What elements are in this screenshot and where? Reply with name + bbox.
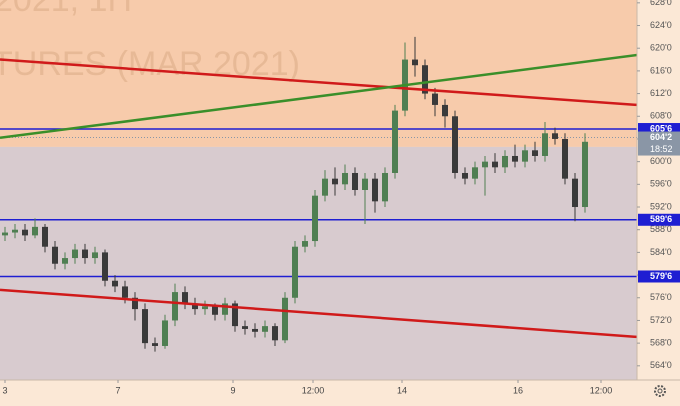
- candle-body: [72, 249, 78, 259]
- x-tick-label: 9: [230, 385, 235, 395]
- y-tick-label: 564'0: [650, 360, 672, 370]
- candle-body: [282, 297, 288, 341]
- candle-body: [522, 150, 528, 162]
- y-tick-label: 592'0: [650, 201, 672, 211]
- x-tick-label: 3: [2, 385, 7, 395]
- candle-body: [462, 172, 468, 179]
- y-tick-label: 584'0: [650, 247, 672, 257]
- trend-line: [0, 288, 638, 339]
- countdown-label: 18:52: [650, 144, 673, 154]
- candle-body: [22, 229, 28, 236]
- candle-body: [62, 258, 68, 264]
- candle-body: [322, 178, 328, 196]
- level-label: 579'6: [650, 271, 672, 281]
- candle-body: [192, 303, 198, 310]
- trend-line: [0, 58, 638, 107]
- candle-body: [212, 306, 218, 315]
- candle-body: [302, 241, 308, 247]
- candle-body: [102, 252, 108, 281]
- level-label: 605'6: [650, 123, 672, 133]
- candle-body: [442, 104, 448, 117]
- candle-body: [142, 309, 148, 344]
- candle-body: [202, 306, 208, 310]
- price-zone: [0, 146, 637, 380]
- candle-body: [382, 172, 388, 202]
- level-label: 589'6: [650, 214, 672, 224]
- candle-body: [182, 292, 188, 304]
- candle-body: [502, 155, 508, 168]
- candle-body: [112, 280, 118, 287]
- last-price-bg: [638, 131, 680, 156]
- y-tick-label: 588'0: [650, 224, 672, 234]
- settings-icon[interactable]: [654, 385, 666, 397]
- candle-body: [362, 178, 368, 190]
- candle-body: [512, 155, 518, 162]
- y-tick-label: 572'0: [650, 315, 672, 325]
- candle-body: [42, 226, 48, 247]
- level-label-bg: [638, 123, 680, 136]
- y-tick-label: 628'0: [650, 0, 672, 7]
- candle-body: [332, 178, 338, 185]
- x-tick-label: 12:00: [590, 385, 613, 395]
- candle-body: [582, 141, 588, 208]
- level-label-bg: [638, 270, 680, 283]
- x-tick-label: 16: [513, 385, 523, 395]
- candle-body: [392, 110, 398, 173]
- y-tick-label: 600'0: [650, 156, 672, 166]
- x-tick-label: 14: [397, 385, 407, 395]
- candle-body: [432, 93, 438, 105]
- candle-body: [262, 326, 268, 332]
- candle-body: [452, 116, 458, 173]
- candle-body: [232, 303, 238, 327]
- candle-body: [122, 286, 128, 298]
- candle-body: [492, 161, 498, 168]
- x-tick-label: 12:00: [302, 385, 325, 395]
- watermark: 2021, 1H: [0, 0, 132, 19]
- candle-body: [172, 292, 178, 321]
- trend-line: [0, 53, 638, 140]
- y-tick-label: 624'0: [650, 20, 672, 30]
- last-price-label: 604'2: [650, 132, 672, 142]
- candle-body: [312, 195, 318, 242]
- y-tick-label: 616'0: [650, 65, 672, 75]
- candle-body: [2, 232, 8, 236]
- candle-body: [132, 297, 138, 310]
- candle-body: [32, 226, 38, 236]
- candle-body: [82, 249, 88, 259]
- x-tick-label: 7: [115, 385, 120, 395]
- candle-body: [242, 326, 248, 329]
- candle-body: [412, 59, 418, 66]
- y-tick-label: 596'0: [650, 179, 672, 189]
- candle-body: [292, 246, 298, 298]
- candle-body: [162, 320, 168, 346]
- candle-body: [532, 150, 538, 156]
- candle-body: [572, 178, 578, 208]
- candle-body: [12, 229, 18, 233]
- candle-body: [482, 161, 488, 168]
- y-tick-label: 612'0: [650, 88, 672, 98]
- candle-body: [472, 167, 478, 179]
- candle-body: [222, 303, 228, 315]
- candle-body: [562, 138, 568, 179]
- candle-body: [92, 252, 98, 259]
- candle-body: [422, 65, 428, 94]
- candle-body: [252, 328, 258, 332]
- candle-body: [372, 178, 378, 202]
- price-zone: [0, 0, 637, 147]
- y-tick-label: 576'0: [650, 292, 672, 302]
- candle-body: [342, 172, 348, 185]
- y-tick-label: 608'0: [650, 111, 672, 121]
- candle-body: [52, 246, 58, 264]
- candle-body: [552, 133, 558, 139]
- level-label-bg: [638, 213, 680, 226]
- candle-body: [152, 343, 158, 346]
- candle-body: [542, 133, 548, 156]
- candle-body: [352, 172, 358, 190]
- candle-body: [272, 326, 278, 341]
- y-tick-label: 568'0: [650, 338, 672, 348]
- y-tick-label: 620'0: [650, 43, 672, 53]
